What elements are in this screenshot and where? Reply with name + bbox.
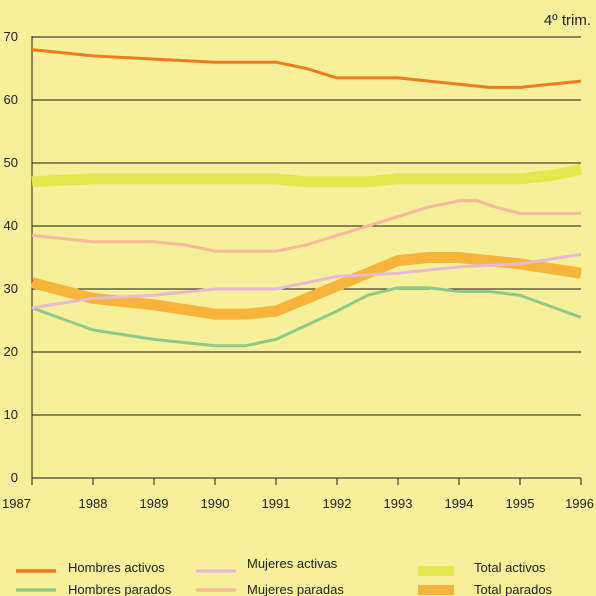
- series-line-total-parados: [30, 252, 582, 320]
- x-tick-label: 1994: [445, 496, 474, 511]
- series-line-total-activos: [31, 163, 583, 188]
- series-line-mujeres-paradas: [31, 199, 581, 253]
- x-tick-label: 1995: [506, 496, 535, 511]
- axes: 0 10 20 30 40 50 60 70 1987 1988 1989 1990 1991 1992 1…: [2, 29, 594, 511]
- y-tick-label: 70: [4, 29, 18, 44]
- x-tick-label: 1992: [323, 496, 352, 511]
- x-tick-label: 1988: [79, 496, 108, 511]
- x-tick-label: 1987: [2, 496, 31, 511]
- y-tick-label: 40: [4, 218, 18, 233]
- legend-label: Total parados: [474, 582, 553, 596]
- legend-label: Mujeres paradas: [247, 582, 344, 596]
- y-tick-label: 0: [11, 470, 18, 485]
- series-line-hombres-activos: [31, 48, 582, 89]
- x-tick-label: 1991: [262, 496, 291, 511]
- y-tick-label: 50: [4, 155, 18, 170]
- x-tick-label: 1989: [140, 496, 169, 511]
- gridlines: [32, 36, 581, 416]
- x-tick-label: 1993: [384, 496, 413, 511]
- legend-label: Hombres parados: [68, 582, 172, 596]
- series-line-mujeres-activas: [31, 252, 582, 310]
- y-tick-label: 60: [4, 92, 18, 107]
- legend: Hombres activos Hombres parados Mujeres ac…: [16, 556, 553, 596]
- y-tick-label: 20: [4, 344, 18, 359]
- series-lines: [30, 48, 583, 348]
- legend-label: Hombres activos: [68, 560, 165, 575]
- legend-label: Mujeres activas: [247, 556, 338, 571]
- y-tick-label: 30: [4, 281, 18, 296]
- y-tick-label: 10: [4, 407, 18, 422]
- period-note: 4º trim.: [544, 12, 591, 29]
- x-tick-label: 1990: [201, 496, 230, 511]
- series-line-hombres-parados: [31, 286, 582, 348]
- legend-label: Total activos: [474, 560, 546, 575]
- x-tick-label: 1996: [565, 496, 594, 511]
